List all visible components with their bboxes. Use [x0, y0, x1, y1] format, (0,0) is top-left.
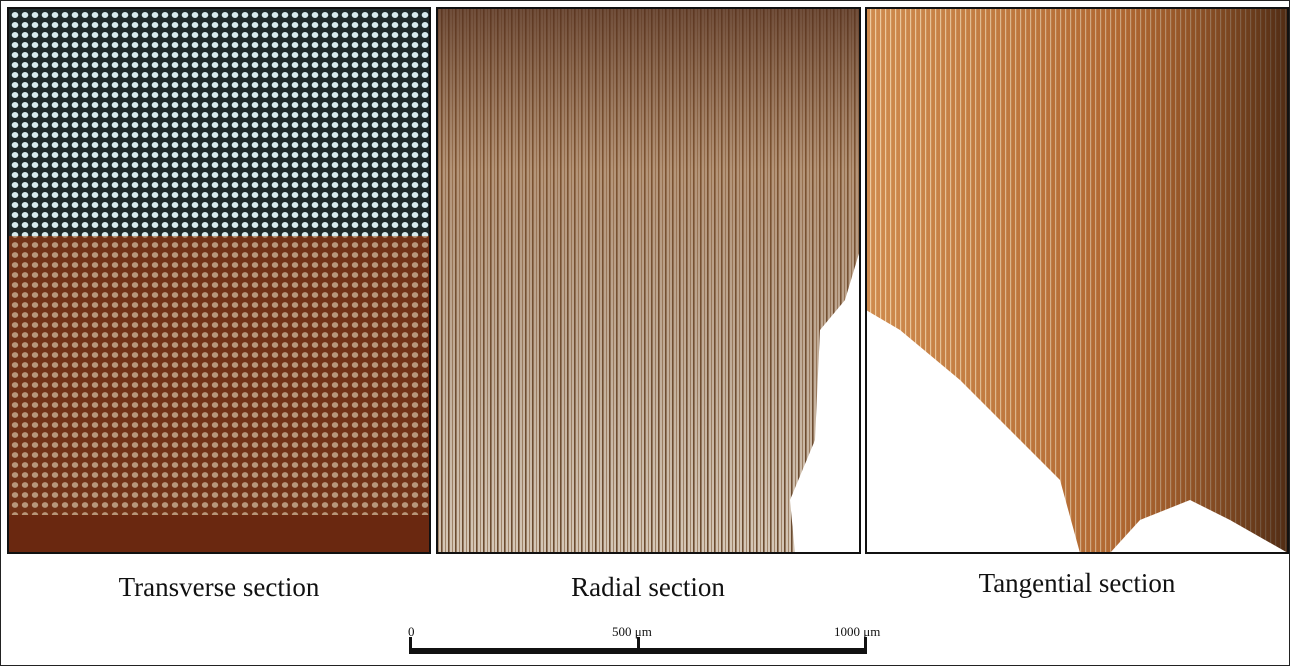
- scale-label: 500 μm: [612, 624, 652, 639]
- panel-label: Radial section: [571, 572, 725, 602]
- scale-label: 0: [408, 624, 415, 639]
- radial-panel: [437, 8, 860, 553]
- tangential-panel: [866, 8, 1288, 553]
- transverse-panel: [8, 8, 430, 553]
- figure: Transverse section Radial section Tangen…: [0, 0, 1290, 666]
- scale-label: 1000 μm: [834, 624, 880, 639]
- panel-label: Transverse section: [119, 572, 320, 602]
- panel-label: Tangential section: [979, 568, 1176, 598]
